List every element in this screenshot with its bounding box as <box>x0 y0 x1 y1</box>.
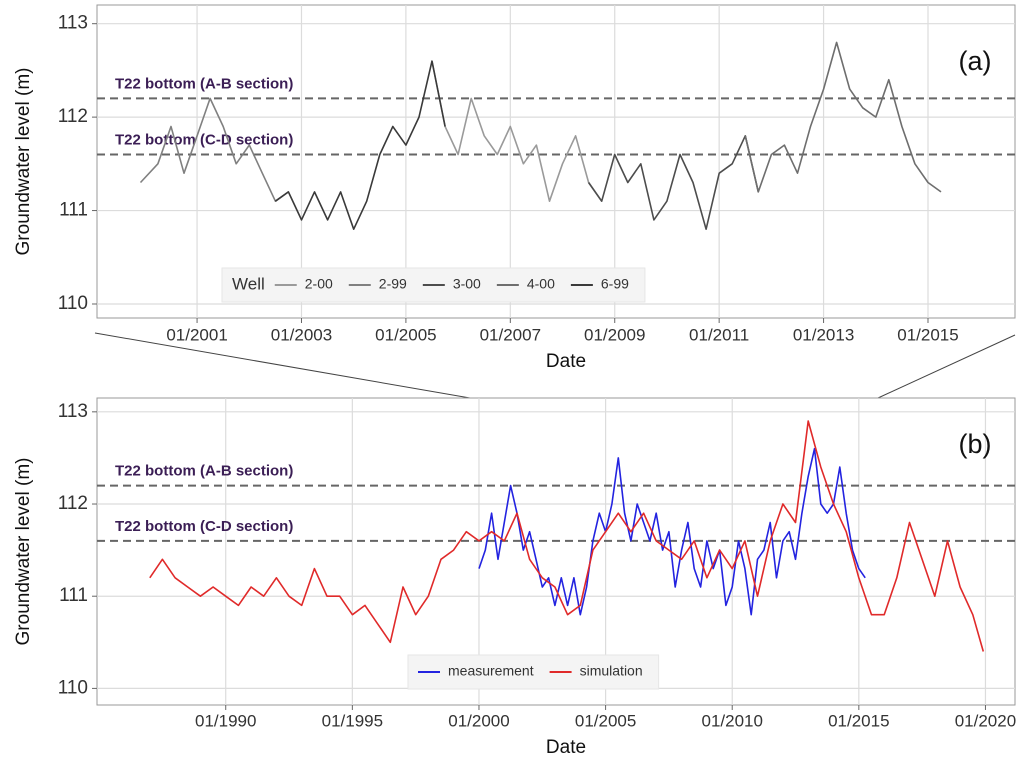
y-tick-label: 113 <box>58 401 88 422</box>
x-tick-label: 01/2013 <box>793 325 854 344</box>
panel-label: (a) <box>959 46 992 76</box>
legend-label: 3-00 <box>453 276 481 292</box>
series-line <box>149 420 985 652</box>
y-tick-label: 112 <box>58 493 88 514</box>
series-line <box>139 97 289 202</box>
series-line <box>431 60 603 202</box>
y-tick-label: 110 <box>58 677 88 698</box>
y-tick-label: 113 <box>58 13 88 34</box>
legend-label: 4-00 <box>527 276 555 292</box>
series-line <box>744 41 942 193</box>
x-tick-label: 01/1995 <box>322 711 383 730</box>
y-tick-label: 111 <box>59 200 88 221</box>
legend-label: simulation <box>580 663 643 679</box>
x-tick-label: 01/2015 <box>897 325 958 344</box>
plot-panel <box>96 397 1016 706</box>
zoom-connector <box>877 334 1016 399</box>
threshold-label: T22 bottom (C-D section) <box>115 131 293 148</box>
x-tick-label: 01/2007 <box>480 325 541 344</box>
threshold-label: T22 bottom (A-B section) <box>115 75 293 92</box>
legend-box <box>407 654 660 690</box>
x-tick-label: 01/2010 <box>701 711 762 730</box>
legend-label: 2-99 <box>379 276 407 292</box>
y-tick-label: 111 <box>59 585 88 606</box>
x-tick-label: 01/2009 <box>584 325 645 344</box>
panel-label: (b) <box>959 429 992 459</box>
y-axis-title: Groundwater level (m) <box>13 68 34 256</box>
x-tick-label: 01/1990 <box>195 711 256 730</box>
plot-panel <box>96 4 1016 319</box>
legend-title: Well <box>232 274 265 293</box>
legend-label: 6-99 <box>601 276 629 292</box>
threshold-label: T22 bottom (A-B section) <box>115 463 293 480</box>
legend-label: 2-00 <box>305 276 333 292</box>
x-tick-label: 01/2000 <box>448 711 509 730</box>
series-line <box>274 60 446 230</box>
x-tick-label: 01/2011 <box>689 325 749 344</box>
series-line <box>478 447 866 616</box>
y-tick-label: 110 <box>58 293 88 314</box>
x-tick-label: 01/2005 <box>375 325 436 344</box>
x-tick-label: 01/2003 <box>271 325 332 344</box>
x-tick-label: 01/2001 <box>166 325 227 344</box>
zoom-connector <box>94 332 471 399</box>
legend-label: measurement <box>448 663 534 679</box>
x-axis-title: Date <box>546 737 586 758</box>
series-line <box>587 135 760 230</box>
x-tick-label: 01/2020 <box>955 711 1016 730</box>
threshold-label: T22 bottom (C-D section) <box>115 518 293 535</box>
x-tick-label: 01/2005 <box>575 711 636 730</box>
y-axis-title: Groundwater level (m) <box>13 458 34 646</box>
x-tick-label: 01/2015 <box>828 711 889 730</box>
x-axis-title: Date <box>546 351 586 372</box>
y-tick-label: 112 <box>58 106 88 127</box>
